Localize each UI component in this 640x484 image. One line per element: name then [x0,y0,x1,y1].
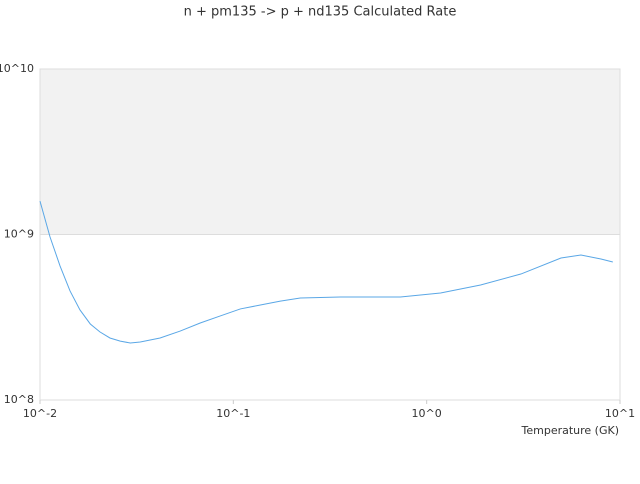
line-series [39,201,613,344]
y-tick-label: 10^10 [0,62,34,75]
highlight-band [40,69,620,235]
x-tick-label: 10^1 [605,407,635,420]
x-tick-label: 10^0 [412,407,442,420]
y-tick-label: 10^8 [4,393,34,406]
chart-title: n + pm135 -> p + nd135 Calculated Rate [184,5,457,20]
x-tick-label: 10^-2 [23,407,57,420]
x-axis-label: Temperature (GK) [521,424,620,437]
y-tick-label: 10^9 [4,228,34,241]
x-tick-label: 10^-1 [216,407,250,420]
